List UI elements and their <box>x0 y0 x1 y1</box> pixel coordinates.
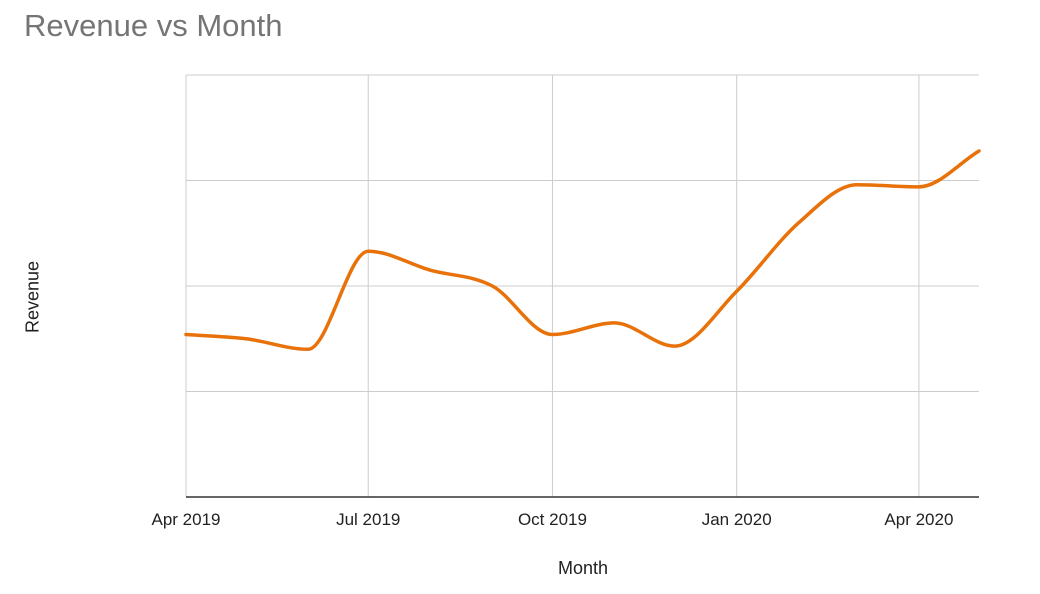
chart-title: Revenue vs Month <box>24 8 283 43</box>
x-tick-label: Jan 2020 <box>702 510 772 529</box>
y-axis-label: Revenue <box>22 260 43 334</box>
series-layer <box>184 149 981 352</box>
x-tick-labels: Apr 2019 Jul 2019 Oct 2019 Jan 2020 Apr 2020 <box>152 510 954 529</box>
x-tick-label: Oct 2019 <box>518 510 587 529</box>
x-tick-label: Apr 2019 <box>152 510 221 529</box>
x-tick-label: Apr 2020 <box>884 510 953 529</box>
gridlines <box>185 74 979 497</box>
x-axis-label: Month <box>557 558 609 578</box>
series-line-0 <box>184 149 981 352</box>
x-tick-label: Jul 2019 <box>336 510 400 529</box>
